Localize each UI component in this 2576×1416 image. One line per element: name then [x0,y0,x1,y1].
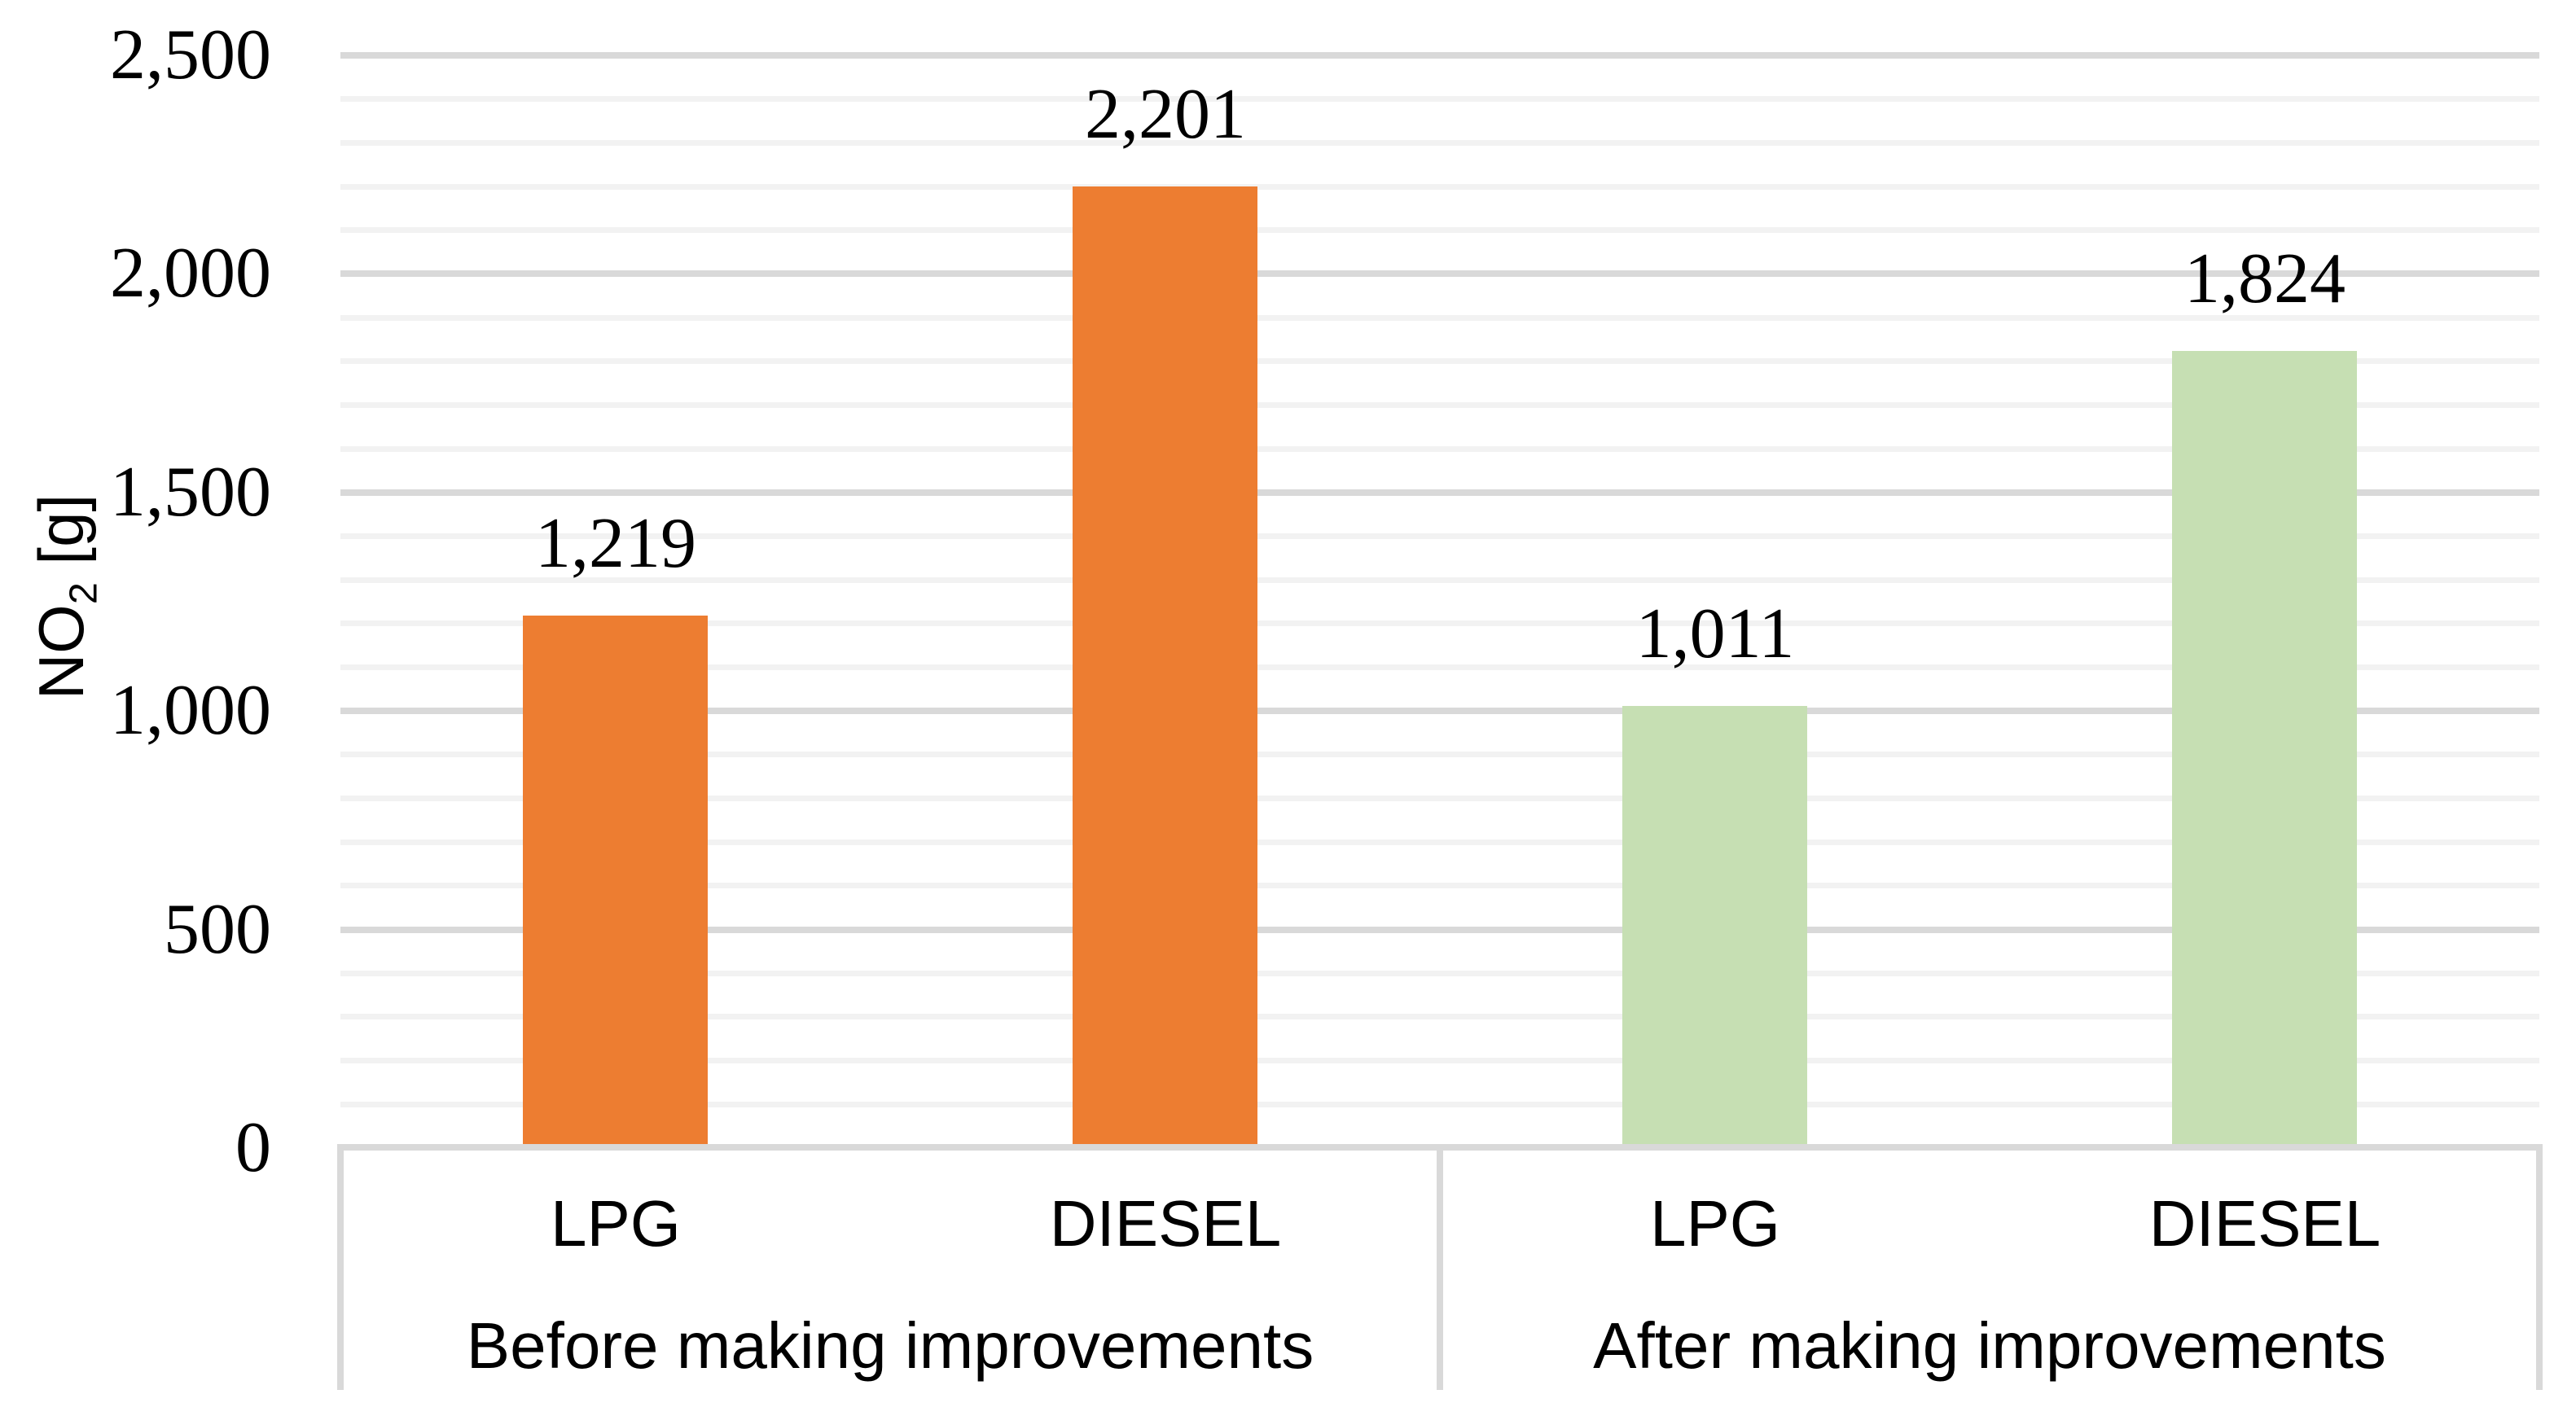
minor-gridline [340,971,2539,976]
minor-gridline [340,227,2539,233]
bar-data-label: 1,011 [1635,594,1795,673]
bar-diesel-after [2172,351,2357,1148]
bar-data-label: 1,219 [535,504,696,583]
minor-gridline [340,140,2539,146]
major-gridline [340,927,2539,933]
category-separator [337,1144,344,1390]
major-gridline [340,52,2539,59]
y-axis-title-subscript: 2 [61,582,106,605]
minor-gridline [340,402,2539,408]
minor-gridline [340,1102,2539,1107]
minor-gridline [340,1014,2539,1019]
minor-gridline [340,358,2539,364]
minor-gridline [340,1058,2539,1063]
bar-data-label: 2,201 [1085,75,1246,154]
major-gridline [340,489,2539,496]
category-label: LPG [1649,1187,1781,1260]
minor-gridline [340,533,2539,539]
minor-gridline [340,883,2539,888]
major-gridline [340,270,2539,277]
y-axis-tick-label: 1,500 [110,453,271,532]
category-separator [1437,1144,1443,1390]
minor-gridline [340,446,2539,452]
minor-gridline [340,796,2539,801]
minor-gridline [340,840,2539,845]
minor-gridline [340,752,2539,757]
minor-gridline [340,315,2539,321]
bar-lpg-before [523,616,708,1148]
bar-data-label: 1,824 [2184,239,2346,318]
y-axis-tick-label: 500 [164,890,271,969]
minor-gridline [340,184,2539,190]
minor-gridline [340,577,2539,583]
minor-gridline [340,96,2539,102]
group-label: Before making improvements [466,1309,1314,1382]
category-label: DIESEL [2148,1187,2381,1260]
category-label: DIESEL [1049,1187,1282,1260]
y-axis-tick-label: 2,000 [110,234,271,313]
major-gridline [340,708,2539,714]
group-label: After making improvements [1593,1309,2386,1382]
minor-gridline [340,620,2539,626]
category-separator [2536,1144,2543,1390]
y-axis-tick-label: 2,500 [110,15,271,94]
bar-diesel-before [1073,186,1257,1148]
category-label: LPG [550,1187,682,1260]
y-axis-tick-label: 0 [235,1108,271,1187]
y-axis-tick-label: 1,000 [110,671,271,750]
minor-gridline [340,664,2539,670]
bar-lpg-after [1622,706,1807,1148]
